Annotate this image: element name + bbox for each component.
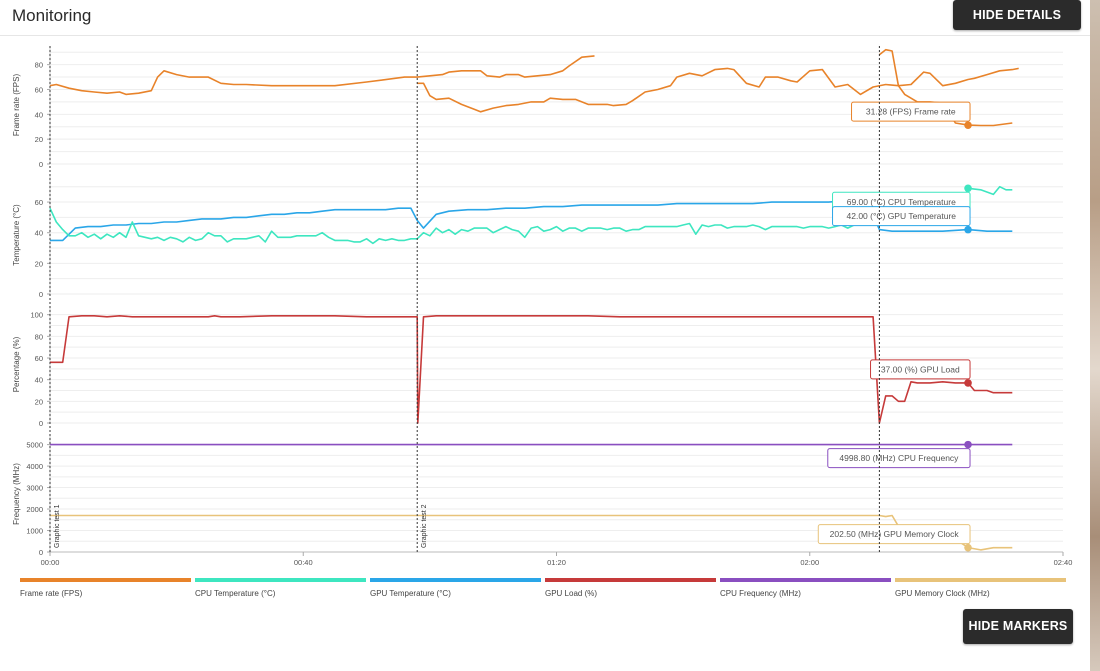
x-tick-label: 00:00	[41, 558, 60, 567]
y-tick-label: 4000	[26, 462, 43, 471]
y-tick-label: 20	[35, 135, 43, 144]
tooltip-text: 42.00 (°C) GPU Temperature	[847, 211, 957, 221]
x-tick-label: 01:20	[547, 558, 566, 567]
legend-color-bar	[720, 578, 891, 582]
test-marker-label: Graphic test 1	[54, 504, 61, 548]
legend-item[interactable]: GPU Load (%)	[545, 578, 716, 598]
y-tick-label: 0	[39, 419, 43, 428]
legend-color-bar	[895, 578, 1066, 582]
y-tick-label: 1000	[26, 527, 43, 536]
y-axis-title: Percentage (%)	[12, 336, 21, 392]
legend-color-bar	[195, 578, 366, 582]
y-tick-label: 0	[39, 548, 43, 557]
legend-label: GPU Temperature (°C)	[370, 589, 451, 598]
legend-item[interactable]: CPU Temperature (°C)	[195, 578, 366, 598]
y-tick-label: 5000	[26, 441, 43, 450]
page-title: Monitoring	[12, 6, 92, 25]
y-tick-label: 60	[35, 198, 43, 207]
legend-item[interactable]: CPU Frequency (MHz)	[720, 578, 891, 598]
tooltip-dot	[964, 121, 972, 129]
legend-label: CPU Temperature (°C)	[195, 589, 276, 598]
chart-panel-4: 0 1000 2000 3000 4000 5000 Frequency (MHz) 4998…	[12, 436, 1063, 557]
y-tick-label: 80	[35, 332, 43, 341]
legend-label: Frame rate (FPS)	[20, 589, 83, 598]
tooltip-box	[817, 524, 971, 545]
y-tick-label: 40	[35, 110, 43, 119]
legend-item[interactable]: GPU Memory Clock (MHz)	[895, 578, 1066, 598]
tooltip-dot	[964, 440, 972, 449]
tooltip-text: 69.00 (°C) CPU Temperature	[847, 197, 956, 207]
y-tick-label: 100	[30, 311, 43, 320]
y-tick-label: 0	[39, 160, 43, 169]
series-line-frame-rate-fps-	[49, 55, 595, 96]
monitoring-chart[interactable]: 0 20 40 60 80 Frame rate (FPS) 31.28 (FPS) Fra…	[0, 36, 1090, 571]
tooltip-dot	[964, 225, 972, 234]
y-tick-label: 40	[35, 229, 43, 238]
series-line-cpu-temperature-c-	[49, 185, 1013, 245]
y-axis-title: Frame rate (FPS)	[12, 74, 21, 137]
y-tick-label: 0	[39, 290, 43, 299]
series-line-frame-rate-fps-b	[417, 67, 1019, 113]
chart-panel-2: 0 20 40 60 Temperature (°C) 69.00 (°C) CPU Te…	[12, 176, 1063, 299]
legend-color-bar	[545, 578, 716, 582]
tooltip-text: 202.50 (MHz) GPU Memory Clock	[830, 529, 960, 539]
x-tick-label: 00:40	[294, 558, 313, 567]
panel-header: Monitoring	[0, 0, 1090, 36]
tooltip-dot	[964, 379, 972, 387]
y-tick-label: 40	[35, 376, 43, 385]
tooltip-box	[827, 448, 971, 469]
legend-color-bar	[20, 578, 191, 582]
hide-details-button[interactable]: HIDE DETAILS	[953, 0, 1081, 30]
y-tick-label: 20	[35, 259, 43, 268]
series-line-gpu-load-	[50, 315, 1013, 424]
tooltip-box	[851, 101, 971, 122]
y-tick-label: 3000	[26, 484, 43, 493]
x-tick-label: 02:00	[800, 558, 819, 567]
legend-item[interactable]: GPU Temperature (°C)	[370, 578, 541, 598]
y-tick-label: 20	[35, 397, 43, 406]
tooltip-dot	[964, 184, 972, 193]
tooltip-text: 4998.80 (MHz) CPU Frequency	[839, 453, 959, 463]
y-tick-label: 60	[35, 85, 43, 94]
background-photo-edge	[1090, 0, 1100, 671]
y-tick-label: 2000	[26, 505, 43, 514]
y-axis-title: Frequency (MHz)	[12, 463, 21, 525]
legend-label: CPU Frequency (MHz)	[720, 589, 801, 598]
legend-color-bar	[370, 578, 541, 582]
legend-label: GPU Memory Clock (MHz)	[895, 589, 990, 598]
chart-panel-3: 0 20 40 60 80 100 Percentage (%) 37.00 (%) GPU …	[12, 306, 1063, 428]
tooltip-box	[832, 206, 971, 227]
chart-panel-1: 0 20 40 60 80 Frame rate (FPS) 31.28 (FPS) Fra…	[12, 46, 1063, 169]
legend-label: GPU Load (%)	[545, 589, 598, 598]
tooltip-dot	[964, 543, 972, 552]
tooltip-box	[870, 359, 971, 380]
hide-markers-button[interactable]: HIDE MARKERS	[963, 609, 1073, 644]
y-tick-label: 60	[35, 354, 43, 363]
y-axis-title: Temperature (°C)	[12, 204, 21, 266]
tooltip-text: 37.00 (%) GPU Load	[881, 364, 960, 374]
y-tick-label: 80	[35, 61, 43, 70]
tooltip-text: 31.28 (FPS) Frame rate	[866, 107, 956, 117]
test-marker-label: Graphic test 2	[421, 504, 428, 548]
x-tick-label: 02:40	[1054, 558, 1073, 567]
legend-item[interactable]: Frame rate (FPS)	[20, 578, 191, 598]
